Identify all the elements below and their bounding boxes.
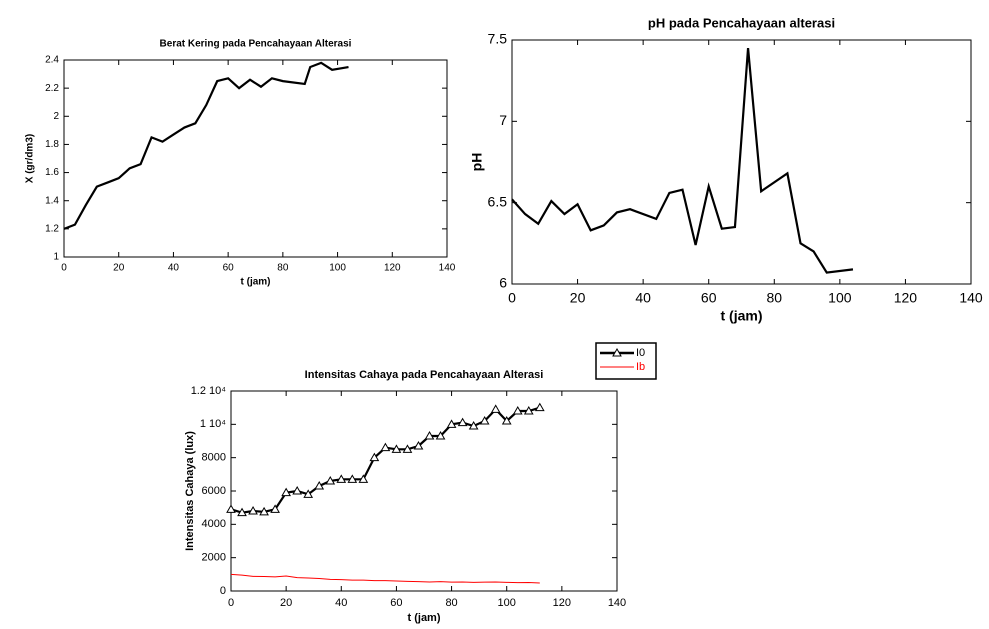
data-point [536,404,544,411]
x-tick-label: 100 [329,263,346,274]
y-tick-label: 2.4 [45,55,59,66]
x-tick-label: 120 [553,597,571,609]
x-tick-label: 120 [894,290,918,306]
x-tick-label: 140 [608,597,626,609]
x-tick-label: 60 [223,263,235,274]
x-tick-label: 20 [280,597,292,609]
x-tick-label: 20 [113,263,125,274]
chart-title: pH pada Pencahayaan alterasi [648,15,835,30]
chart-title: Intensitas Cahaya pada Pencahayaan Alter… [305,369,544,381]
data-line [64,63,349,229]
data-point [492,405,500,412]
x-tick-label: 20 [570,290,586,306]
x-axis-label: t (jam) [721,308,763,324]
plot-frame [231,391,617,591]
y-tick-label: 6.5 [488,193,508,209]
legend-box [596,343,656,379]
chart-title: Berat Kering pada Pencahayaan Alterasi [160,39,352,50]
chart: Berat Kering pada Pencahayaan Alterasi 0 2… [25,39,456,288]
x-tick-label: 100 [828,290,852,306]
x-tick-label: 120 [384,263,401,274]
x-tick-label: 100 [498,597,516,609]
y-tick-label: 1 [53,252,59,263]
y-tick-label: 0 [220,585,226,597]
x-tick-label: 140 [439,263,456,274]
data-line [231,574,540,583]
plot-frame [64,60,447,257]
data-line [231,408,540,513]
x-tick-label: 140 [959,290,983,306]
x-tick-label: 40 [168,263,180,274]
x-tick-label: 0 [228,597,234,609]
page: Berat Kering pada Pencahayaan Alterasi 0 2… [0,0,989,624]
y-tick-label: 2000 [202,552,226,564]
legend-label: Ib [636,361,645,373]
y-tick-label: 7 [499,112,507,128]
x-tick-label: 0 [508,290,516,306]
y-tick-label: 1.2 10⁴ [191,385,227,397]
x-axis-label: t (jam) [408,612,441,624]
y-tick-label: 1.6 [45,167,59,178]
y-axis-label: Intensitas Cahaya (lux) [184,431,196,551]
plot-frame [512,40,971,284]
chart: pH pada Pencahayaan alterasi 0 20 40 60 80 100… [469,15,983,323]
x-tick-label: 80 [277,263,289,274]
data-point [227,505,235,512]
legend-label: I0 [636,347,645,359]
x-tick-label: 0 [61,263,67,274]
y-tick-label: 2 [53,111,59,122]
y-axis-label: pH [469,153,485,172]
x-tick-label: 60 [701,290,717,306]
y-tick-label: 7.5 [488,31,508,47]
y-tick-label: 1 10⁴ [200,418,226,430]
y-tick-label: 6000 [202,485,226,497]
data-line [512,48,853,272]
x-tick-label: 60 [390,597,402,609]
chart: Intensitas Cahaya pada Pencahayaan Alter… [184,343,656,624]
y-tick-label: 1.8 [45,139,59,150]
x-tick-label: 80 [445,597,457,609]
y-tick-label: 8000 [202,452,226,464]
x-axis-label: t (jam) [241,277,271,288]
y-tick-label: 1.2 [45,223,59,234]
x-tick-label: 40 [335,597,347,609]
y-axis-label: X (gr/dm3) [25,134,36,183]
y-tick-label: 1.4 [45,195,59,206]
y-tick-label: 2.2 [45,83,59,94]
figure: Berat Kering pada Pencahayaan Alterasi 0 2… [0,0,989,624]
y-tick-label: 6 [499,275,507,291]
y-tick-label: 4000 [202,518,226,530]
x-tick-label: 40 [635,290,651,306]
x-tick-label: 80 [766,290,782,306]
